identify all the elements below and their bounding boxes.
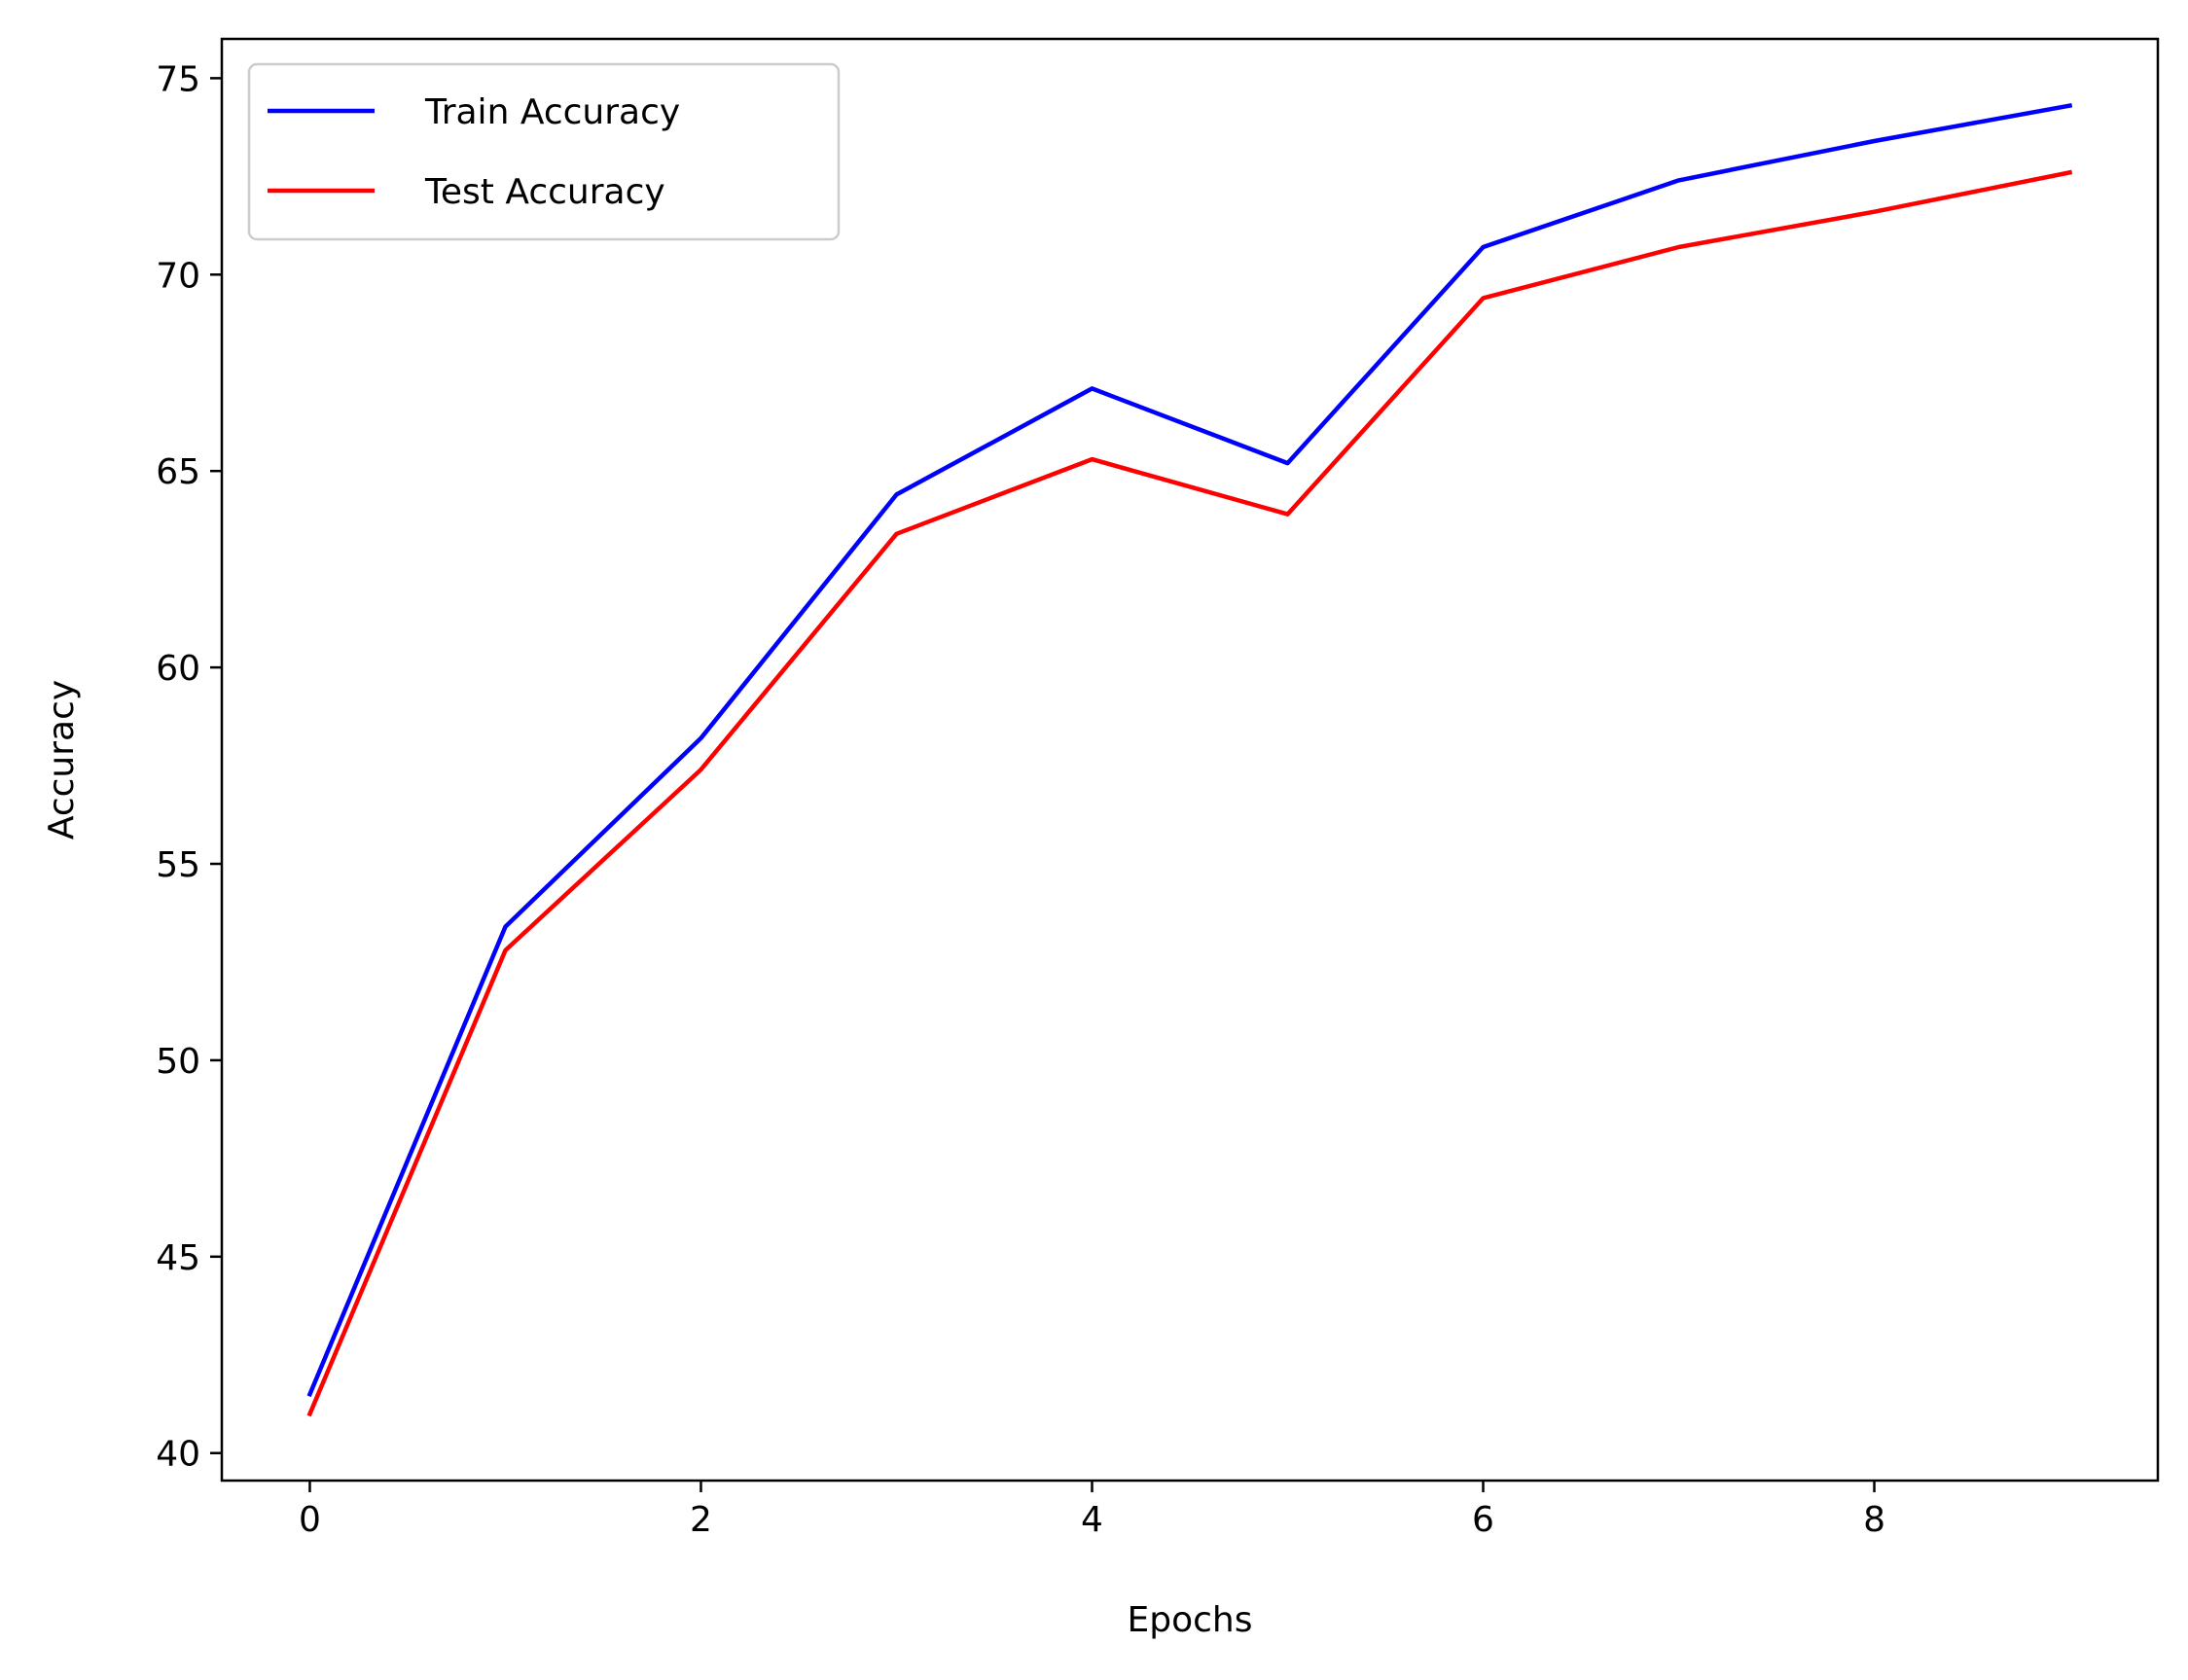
legend-box [247,62,841,241]
y-tick-label: 65 [156,452,200,492]
x-axis-label: Epochs [1128,1600,1253,1640]
series-line-test-accuracy [306,169,2073,1417]
x-tick-label: 6 [1472,1500,1494,1540]
legend-label-test-accuracy: Test Accuracy [424,172,665,212]
y-tick-label: 70 [156,256,200,296]
y-tick-label: 60 [156,649,200,689]
y-tick-label: 50 [156,1042,200,1082]
x-tick-label: 2 [690,1500,712,1540]
y-tick-label: 40 [156,1435,200,1475]
ticks-layer: 0 2 4 6 8 40 45 50 55 60 65 70 75 [156,59,1885,1540]
series-line-train-accuracy [306,102,2073,1398]
y-tick-label: 75 [156,59,200,99]
x-tick-label: 0 [299,1500,321,1540]
y-tick-label: 55 [156,845,200,885]
x-tick-label: 8 [1863,1500,1885,1540]
legend: Train Accuracy Test Accuracy [247,62,841,241]
legend-label-train-accuracy: Train Accuracy [424,92,680,132]
plot-frame [220,37,2160,1483]
y-tick-label: 45 [156,1238,200,1278]
series-layer [306,102,2073,1417]
y-axis-label: Accuracy [42,680,82,840]
x-tick-label: 4 [1081,1500,1103,1540]
